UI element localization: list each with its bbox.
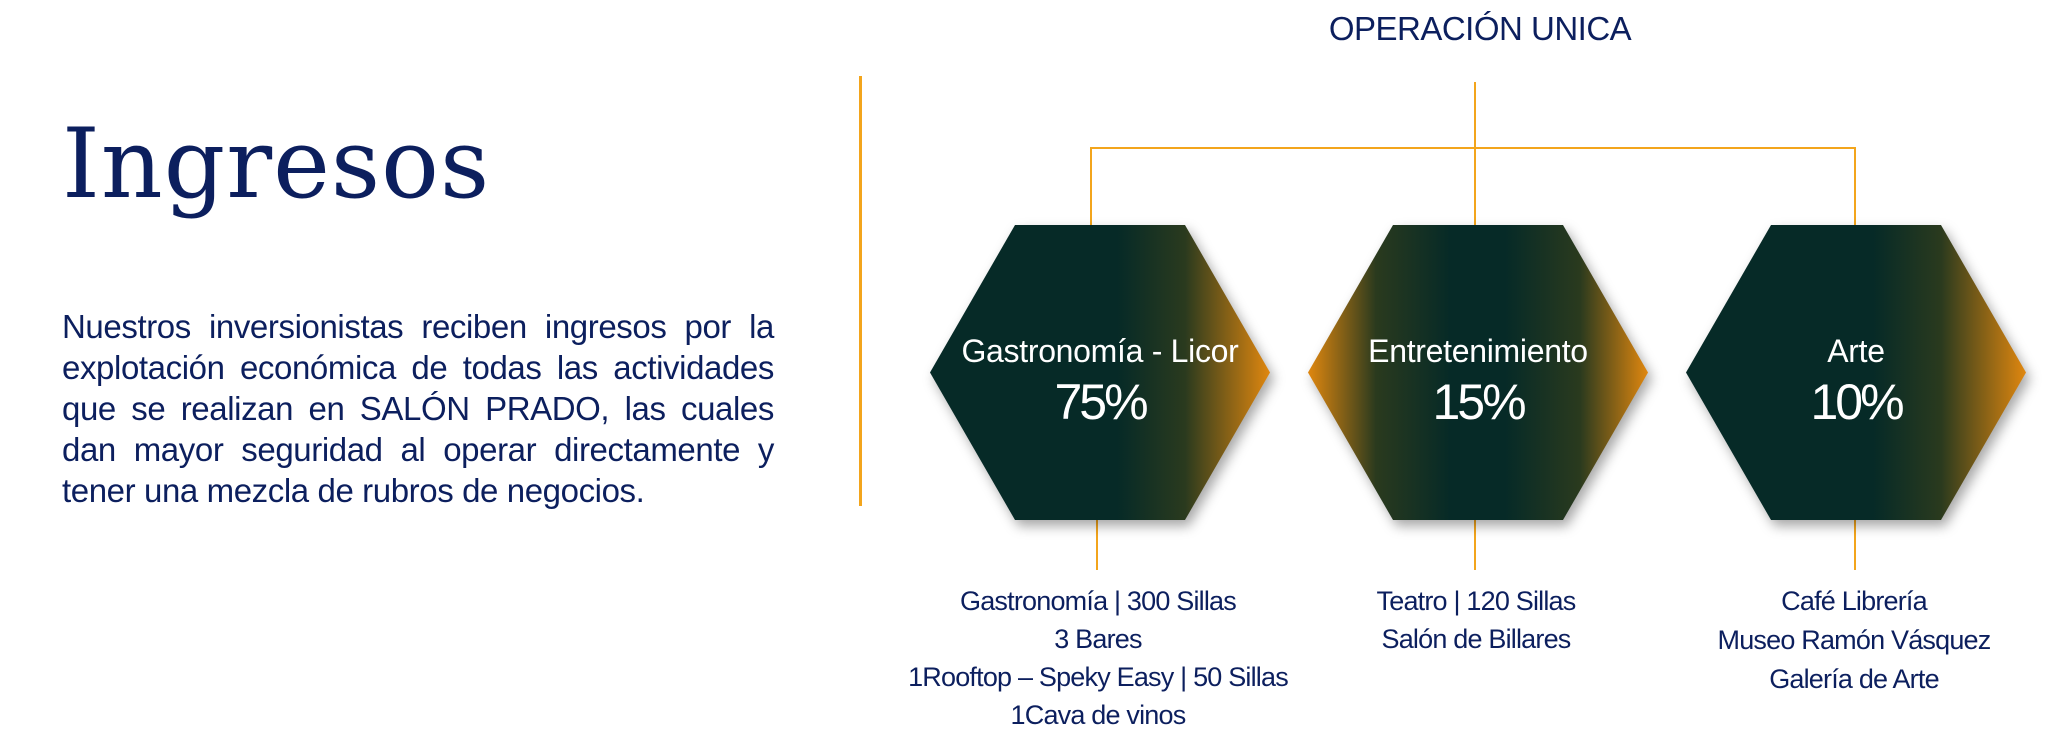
hex-node-name: Entretenimiento: [1368, 333, 1588, 369]
detail-item: Teatro | 120 Sillas: [1376, 586, 1577, 616]
horizontal-connector-line: [1090, 147, 1856, 149]
vertical-divider: [859, 76, 862, 506]
hex-node-percent: 75%: [1054, 374, 1148, 430]
description-text: Nuestros inversionistas reciben ingresos…: [62, 308, 774, 509]
detail-item: Café Librería: [1781, 586, 1927, 616]
detail-item: 1Rooftop – Speky Easy | 50 Sillas: [908, 662, 1289, 692]
hex-node-entretenimiento: Entretenimiento 15%: [1308, 225, 1648, 520]
details-entretenimiento: Teatro | 120 Sillas Salón de Billares: [1266, 582, 1686, 658]
hex-node-name: Gastronomía - Licor: [961, 333, 1239, 369]
details-arte: Café Librería Museo Ramón Vásquez Galerí…: [1644, 582, 2048, 699]
hex-node-gastronomia: Gastronomía - Licor 75%: [930, 225, 1270, 520]
detail-stem-line-3: [1854, 514, 1856, 570]
connector-line-1: [1090, 147, 1092, 242]
root-node-label: OPERACIÓN UNICA: [1328, 10, 1632, 47]
hex-node-arte: Arte 10%: [1686, 225, 2026, 520]
detail-item: Gastronomía | 300 Sillas: [960, 586, 1237, 616]
detail-item: Galería de Arte: [1769, 664, 1939, 694]
details-gastronomia: Gastronomía | 300 Sillas 3 Bares 1Roofto…: [888, 582, 1308, 734]
detail-item: Salón de Billares: [1381, 624, 1571, 654]
detail-item: Museo Ramón Vásquez: [1717, 625, 1992, 655]
hex-node-percent: 15%: [1432, 374, 1526, 430]
connector-line-3: [1854, 147, 1856, 242]
page-title: Ingresos: [62, 108, 491, 221]
detail-stem-line-1: [1096, 514, 1098, 570]
detail-item: 3 Bares: [1054, 624, 1142, 654]
detail-stem-line-2: [1474, 514, 1476, 570]
hex-node-percent: 10%: [1810, 374, 1904, 430]
detail-item: 1Cava de vinos: [1010, 700, 1187, 730]
hex-node-name: Arte: [1827, 333, 1885, 369]
root-stem-line: [1474, 82, 1476, 242]
